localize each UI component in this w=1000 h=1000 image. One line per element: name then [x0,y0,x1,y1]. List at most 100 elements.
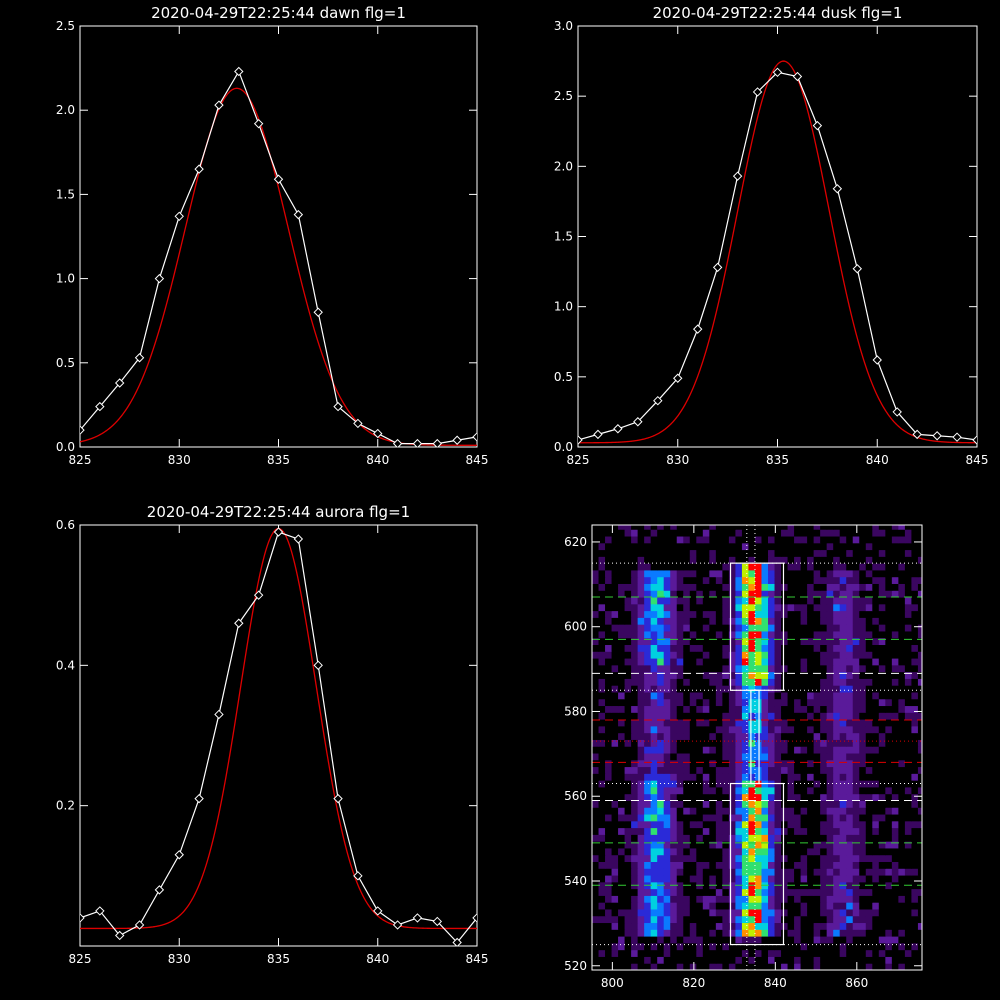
heatmap-cell [670,597,678,605]
heatmap-cell [852,563,860,571]
heatmap-cell [826,525,834,530]
heatmap-cell [859,685,867,693]
heatmap-cell [794,651,802,659]
heatmap-cell [663,949,671,957]
heatmap-cell [702,956,710,964]
heatmap-cell [807,888,815,896]
heatmap-cell [748,705,756,713]
heatmap-cell [898,773,906,781]
heatmap-cell [676,753,684,761]
heatmap-cell [748,902,756,910]
heatmap-cell [676,868,684,876]
heatmap-cell [846,936,854,944]
heatmap-cell [911,556,919,564]
heatmap-cell [689,610,697,618]
heatmap-cell [611,597,619,605]
heatmap-cell [820,847,828,856]
heatmap-cell [768,576,776,584]
heatmap-cell [865,875,873,883]
heatmap-cell [787,536,795,544]
heatmap-cell [637,651,645,659]
heatmap-cell [663,664,671,673]
heatmap-cell [872,583,880,591]
heatmap-cell [715,902,723,910]
heatmap-cell [839,617,847,625]
heatmap-cell [839,712,847,720]
heatmap-cell [624,712,632,720]
heatmap-cell [598,644,606,652]
heatmap-cell [631,861,639,869]
heatmap-cell [768,556,776,564]
fit-curve [80,527,477,930]
heatmap-cell [781,624,789,632]
heatmap-cell [761,576,769,584]
heatmap-cell [611,753,619,761]
heatmap-cell [774,678,782,686]
heatmap-cell [696,590,704,598]
heatmap-cell [618,603,626,612]
heatmap-cell [592,542,600,551]
heatmap-cell [676,814,684,822]
heatmap-cell [657,956,665,964]
heatmap-cell [735,576,743,584]
heatmap-cell [748,746,756,754]
heatmap-cell [709,637,717,646]
heatmap-cell [702,569,710,578]
heatmap-cell [781,786,789,795]
heatmap-cell [768,854,776,862]
heatmap-cell [852,525,860,530]
heatmap-cell [781,685,789,693]
heatmap-cell [754,949,762,957]
heatmap-cell [820,963,828,970]
heatmap-cell [859,691,867,700]
heatmap-cell [826,929,834,937]
heatmap-cell [618,597,626,605]
heatmap-cell [898,875,906,883]
heatmap-cell [709,563,717,571]
x-tick-label: 800 [601,976,624,990]
heatmap-cell [911,807,919,815]
heatmap-cell [800,658,808,666]
data-point [134,920,145,930]
heatmap-cell [592,671,600,679]
heatmap-cell [807,691,815,700]
heatmap-cell [611,915,619,924]
heatmap-cell [898,549,906,557]
heatmap-cell [820,766,828,774]
heatmap-cell [624,610,632,618]
heatmap-cell [715,793,723,801]
heatmap-cell [826,875,834,883]
heatmap-cell [865,536,873,544]
heatmap-cell [754,671,762,679]
heatmap-cell [650,617,658,625]
heatmap-cell [787,942,795,951]
data-point [373,906,383,916]
heatmap-cell [794,590,802,598]
heatmap-cell [657,617,665,625]
heatmap-cell [859,902,867,910]
heatmap-cell [807,610,815,618]
heatmap-cell [768,617,776,625]
heatmap-cell [631,956,639,964]
heatmap-cell [872,875,880,883]
heatmap-cell [618,929,626,937]
heatmap-cell [657,732,665,740]
heatmap-cell [676,597,684,605]
heatmap-cell [813,691,821,700]
data-line [578,71,977,441]
heatmap-cell [872,834,880,842]
heatmap-cell [774,861,782,869]
heatmap-cell [774,603,782,612]
heatmap-cell [644,780,652,788]
heatmap-cell [800,698,808,707]
heatmap-cell [663,536,671,544]
data-point [972,435,977,445]
heatmap-cell [865,793,873,801]
heatmap-cell [820,556,828,564]
heatmap-cell [598,773,606,781]
heatmap-cell [898,800,906,808]
heatmap-cell [748,685,756,693]
heatmap-cell [794,908,802,917]
heatmap-cell [754,915,762,924]
heatmap-cell [696,814,704,822]
